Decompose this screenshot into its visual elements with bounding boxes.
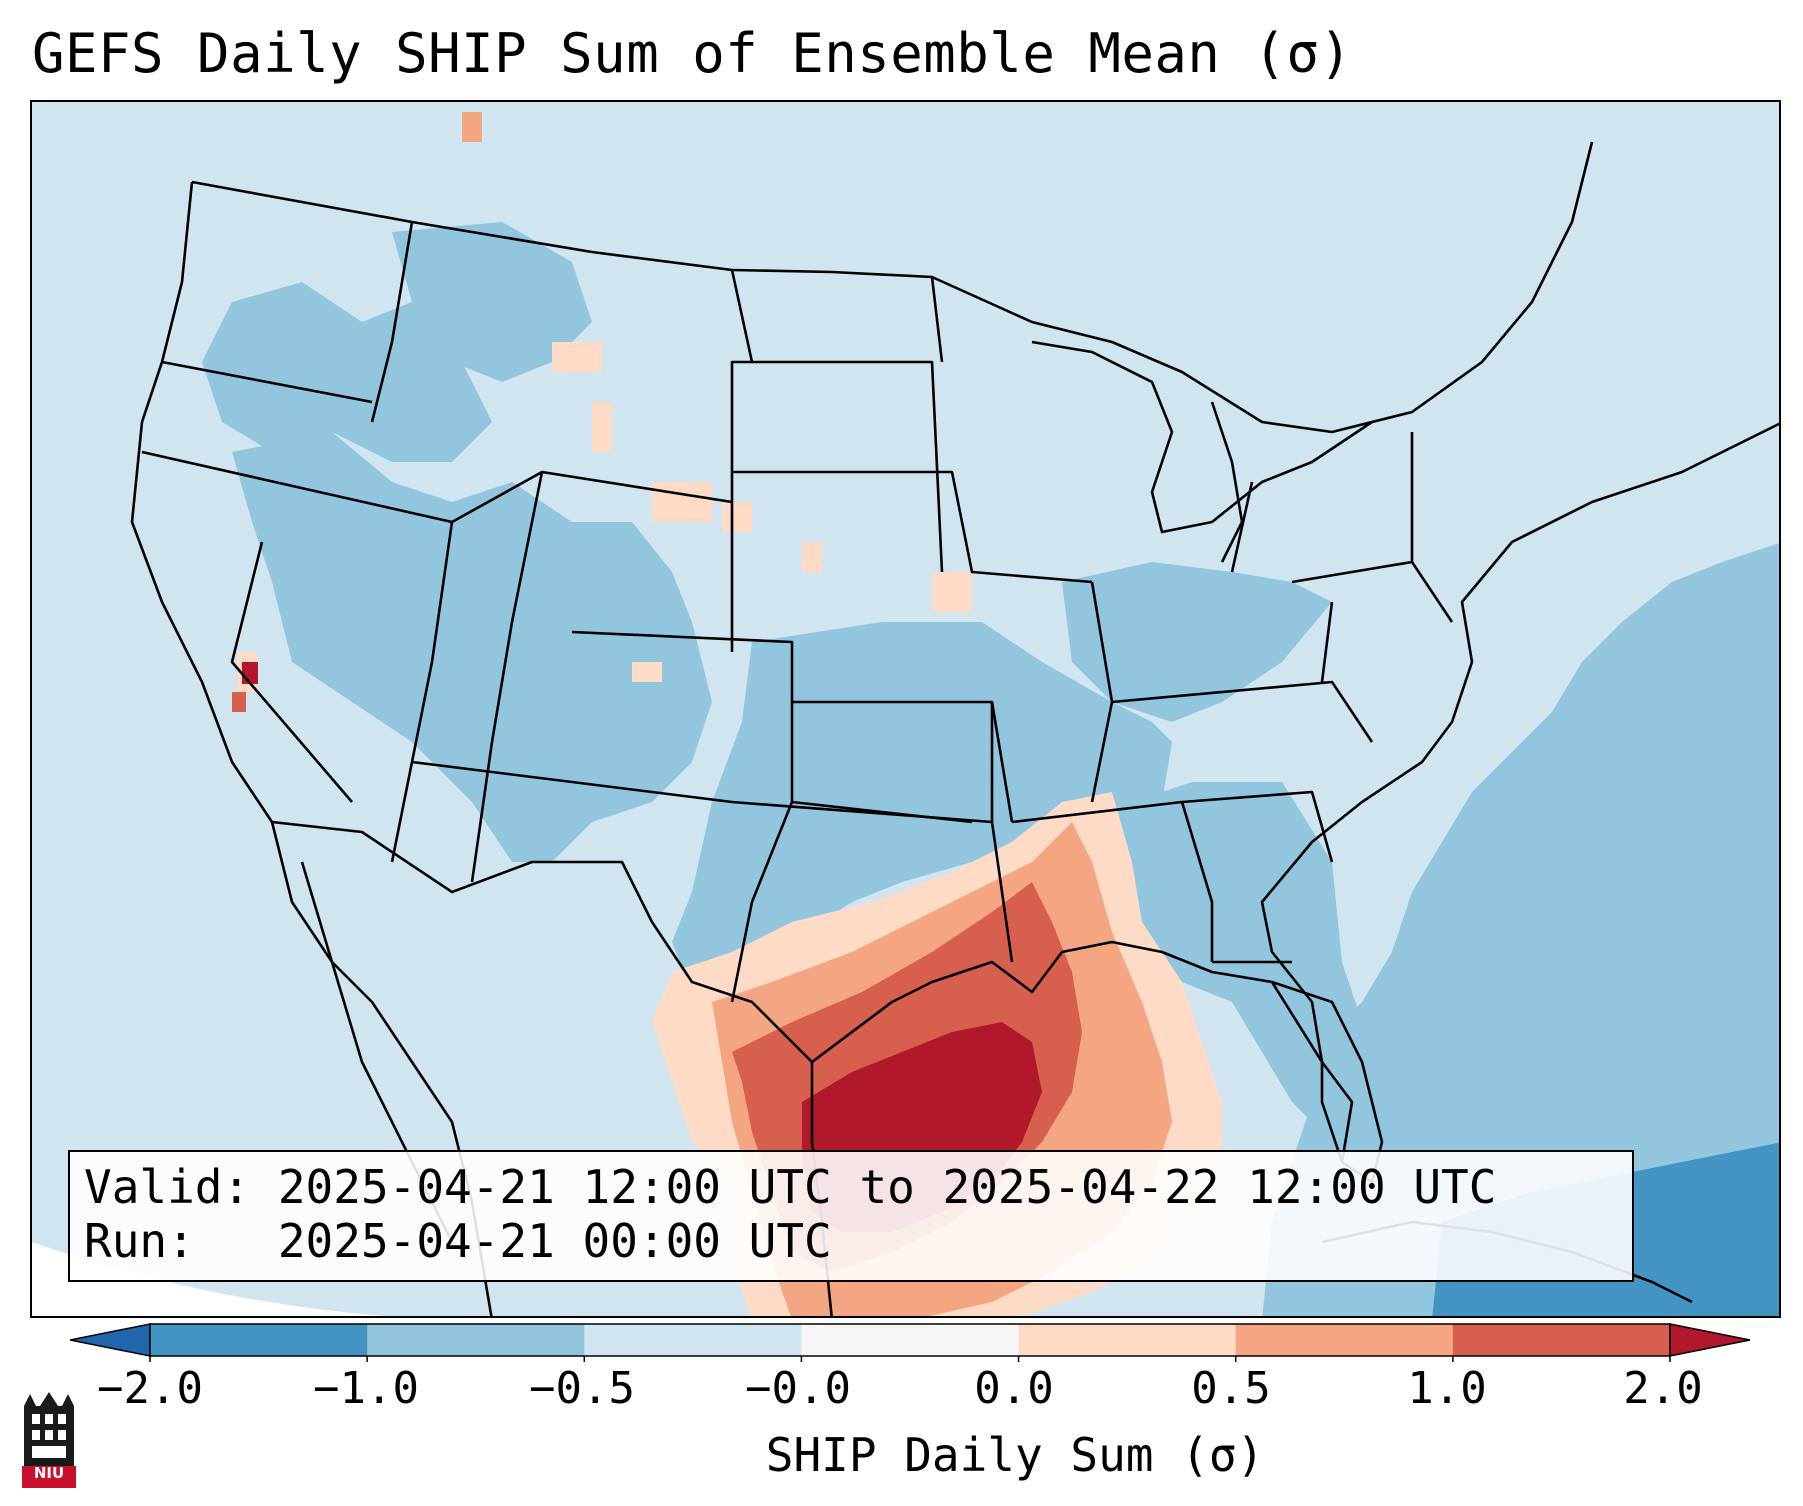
colorbar-bin xyxy=(1235,1324,1454,1356)
us-mexico-border xyxy=(271,820,1354,1163)
state-line xyxy=(451,470,734,652)
valid-time-line: Valid: 2025-04-21 12:00 UTC to 2025-04-2… xyxy=(84,1160,1497,1214)
state-line xyxy=(990,702,1014,963)
west-coast xyxy=(130,181,493,1316)
state-line xyxy=(732,470,1093,584)
anomaly-patch xyxy=(462,112,482,142)
borders xyxy=(130,141,1779,1316)
anomaly-patch xyxy=(652,482,712,522)
state-line xyxy=(470,471,544,883)
colorbar-bin xyxy=(1452,1324,1671,1356)
colorbar-tick-label: 2.0 xyxy=(1623,1363,1703,1414)
map-panel xyxy=(30,100,1781,1318)
niu-logo-icon xyxy=(22,1392,76,1488)
great-lakes xyxy=(1031,340,1373,534)
colorbar-label: SHIP Daily Sum (σ) xyxy=(765,1428,1265,1482)
state-line xyxy=(730,360,944,573)
colorbar-tick-label: −1.0 xyxy=(313,1363,419,1414)
ship-field-map xyxy=(32,102,1779,1316)
anomaly-patch xyxy=(802,542,822,572)
colorbar-tick-label: −0.0 xyxy=(745,1363,851,1414)
southwest-region xyxy=(232,432,712,862)
map-title: GEFS Daily SHIP Sum of Ensemble Mean (σ) xyxy=(32,22,1353,85)
state-line xyxy=(1011,800,1214,962)
state-line xyxy=(370,221,414,423)
colorbar-tick-label: −0.5 xyxy=(529,1363,635,1414)
anomaly-patch xyxy=(722,502,752,532)
northwest-region xyxy=(202,282,492,462)
state-line xyxy=(730,801,794,1003)
colorbar xyxy=(70,1323,1750,1362)
state-line xyxy=(930,276,944,363)
anomaly-patch xyxy=(552,342,602,372)
colorbar-extend-high xyxy=(1669,1323,1750,1357)
central-plains-region xyxy=(672,622,1172,992)
colorbar-extend-low xyxy=(70,1323,151,1357)
colorbar-bin xyxy=(1018,1324,1237,1356)
anomaly-patch xyxy=(632,662,662,682)
us-canada-border xyxy=(191,141,1594,434)
colorbar-bin xyxy=(150,1324,368,1356)
state-line xyxy=(1111,680,1374,743)
colorbar-tick-label: 0.5 xyxy=(1191,1363,1271,1414)
colorbar-bin xyxy=(801,1324,1020,1356)
anomaly-patch xyxy=(232,692,246,712)
valid-run-info-box: Valid: 2025-04-21 12:00 UTC to 2025-04-2… xyxy=(68,1150,1634,1282)
montana-region xyxy=(392,222,592,382)
colorbar-tick-label: 1.0 xyxy=(1407,1363,1487,1414)
state-line xyxy=(730,269,754,363)
colorbar-tick-label: 0.0 xyxy=(974,1363,1054,1414)
east-coast xyxy=(1260,422,1779,1063)
anomaly-patch xyxy=(242,662,258,684)
state-line xyxy=(141,450,453,524)
colorbar-bins xyxy=(70,1323,1750,1362)
state-line xyxy=(161,360,373,404)
anomaly-patch xyxy=(592,402,612,452)
colorbar-bin xyxy=(584,1324,802,1356)
colorbar-bin xyxy=(367,1324,585,1356)
lake-michigan xyxy=(1210,401,1244,563)
anomaly-patch xyxy=(932,572,972,612)
state-line xyxy=(1230,481,1254,573)
colorbar-outline xyxy=(149,1323,1671,1357)
state-line xyxy=(1320,601,1334,683)
colorbar-tick-label: −2.0 xyxy=(97,1363,203,1414)
state-line xyxy=(230,541,353,803)
outside-domain-left xyxy=(32,1242,385,1316)
ohio-valley-region xyxy=(1062,562,1332,722)
state-line xyxy=(390,521,454,863)
niu-logo-text: NIU xyxy=(33,1464,65,1482)
atlantic-ocean-region xyxy=(1262,543,1779,1316)
run-time-line: Run: 2025-04-21 00:00 UTC xyxy=(84,1214,832,1268)
state-line xyxy=(1181,790,1334,863)
